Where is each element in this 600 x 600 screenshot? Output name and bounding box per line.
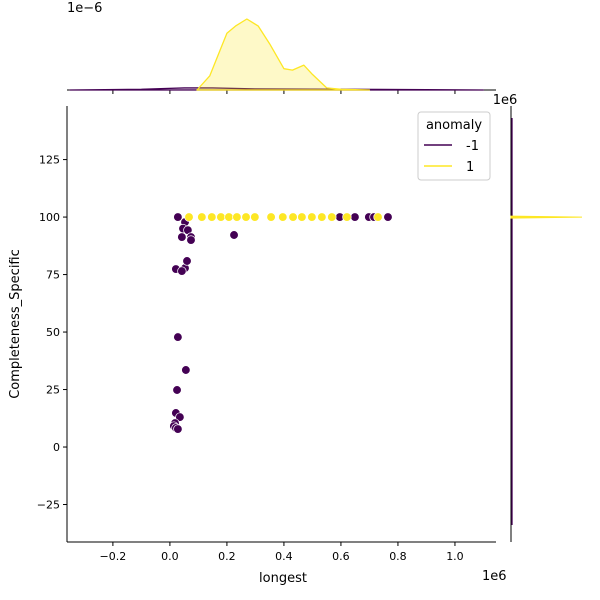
point-normal xyxy=(197,212,207,222)
x-tick-label: 0.2 xyxy=(218,550,236,563)
point-normal xyxy=(342,212,352,222)
point-anomaly xyxy=(173,332,183,342)
x-tick-label: 0.4 xyxy=(275,550,293,563)
x-tick-label: 0.0 xyxy=(161,550,179,563)
y-axis-label: Completeness_Specific xyxy=(8,249,23,399)
point-normal xyxy=(327,212,337,222)
point-normal xyxy=(184,212,194,222)
x-tick-label: 0.8 xyxy=(389,550,407,563)
point-anomaly xyxy=(182,256,192,266)
x-axis-label: longest xyxy=(259,571,307,586)
point-anomaly xyxy=(383,212,393,222)
y-tick-label: −25 xyxy=(37,499,60,512)
y-tick-label: 50 xyxy=(46,326,60,339)
point-normal xyxy=(307,212,317,222)
point-normal xyxy=(207,212,217,222)
x-offset-label: 1e6 xyxy=(482,569,507,584)
legend: anomaly -1 1 xyxy=(417,111,491,181)
right-kde-normal xyxy=(510,215,583,219)
point-anomaly xyxy=(175,412,185,422)
legend-title: anomaly xyxy=(426,118,482,133)
point-normal xyxy=(241,212,251,222)
kde-curve-anomaly xyxy=(69,87,485,91)
right-marginal-axes xyxy=(510,106,583,542)
y-tick-label: 125 xyxy=(39,154,60,167)
point-anomaly xyxy=(177,232,187,242)
point-anomaly xyxy=(172,385,182,395)
point-normal xyxy=(216,212,226,222)
point-anomaly xyxy=(350,212,360,222)
legend-label-1: 1 xyxy=(466,160,474,175)
y-tick-label: 100 xyxy=(39,211,60,224)
x-tick-label: 1.0 xyxy=(446,550,464,563)
point-anomaly xyxy=(186,235,196,245)
point-anomaly xyxy=(173,212,183,222)
y-offset-label: 1e6 xyxy=(493,93,518,108)
point-normal xyxy=(297,212,307,222)
point-anomaly xyxy=(177,266,187,276)
point-anomaly xyxy=(229,230,239,240)
top-marginal-offset-label: 1e−6 xyxy=(67,1,102,16)
legend-box xyxy=(417,111,491,181)
point-normal xyxy=(373,212,383,222)
top-marginal-axes xyxy=(67,18,496,94)
main-axes: −0.2 0.0 0.2 0.4 0.6 0.8 1.0 −25 0 25 50 75 100 125 xyxy=(37,106,496,563)
point-normal xyxy=(250,212,260,222)
point-normal xyxy=(317,212,327,222)
legend-label-neg1: -1 xyxy=(466,139,479,154)
point-normal xyxy=(278,212,288,222)
point-normal xyxy=(232,212,242,222)
point-anomaly xyxy=(173,424,183,434)
point-normal xyxy=(224,212,234,222)
y-tick-label: 75 xyxy=(46,269,60,282)
point-normal xyxy=(266,212,276,222)
x-tick-label: −0.2 xyxy=(100,550,127,563)
point-normal xyxy=(288,212,298,222)
point-anomaly xyxy=(181,365,191,375)
y-tick-label: 0 xyxy=(53,441,60,454)
x-tick-label: 0.6 xyxy=(332,550,350,563)
kde-curve-normal xyxy=(196,18,371,91)
y-tick-label: 25 xyxy=(46,384,60,397)
